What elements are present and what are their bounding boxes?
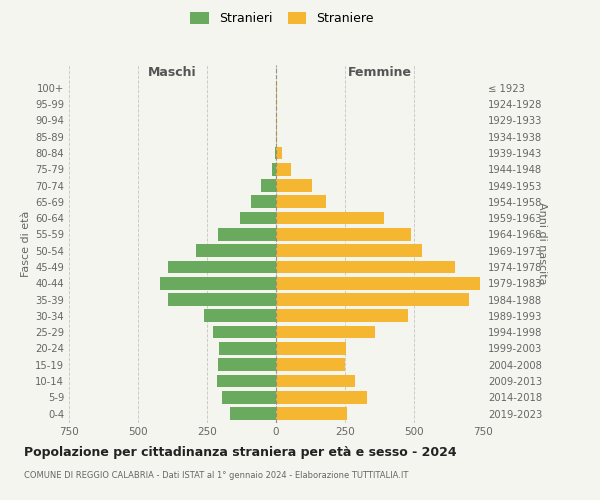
Bar — [276, 163, 291, 175]
Bar — [276, 130, 277, 143]
Y-axis label: Anni di nascita: Anni di nascita — [536, 202, 547, 285]
Bar — [196, 244, 276, 257]
Bar — [276, 212, 383, 224]
Bar — [251, 196, 276, 208]
Bar — [222, 391, 276, 404]
Bar — [276, 146, 281, 160]
Bar — [276, 260, 455, 274]
Bar — [276, 310, 409, 322]
Bar — [230, 407, 276, 420]
Bar — [276, 196, 326, 208]
Bar — [276, 179, 312, 192]
Bar — [276, 391, 367, 404]
Bar — [218, 228, 276, 240]
Bar — [276, 293, 469, 306]
Bar — [272, 163, 276, 175]
Legend: Stranieri, Straniere: Stranieri, Straniere — [185, 7, 379, 30]
Bar — [276, 374, 355, 388]
Bar — [261, 179, 276, 192]
Bar — [240, 212, 276, 224]
Text: Popolazione per cittadinanza straniera per età e sesso - 2024: Popolazione per cittadinanza straniera p… — [24, 446, 457, 459]
Bar — [212, 326, 276, 338]
Bar — [160, 277, 276, 289]
Bar — [169, 293, 276, 306]
Bar — [276, 342, 346, 354]
Bar — [276, 277, 480, 289]
Bar — [204, 310, 276, 322]
Bar — [275, 146, 276, 160]
Bar — [276, 358, 345, 371]
Bar — [276, 407, 347, 420]
Text: Maschi: Maschi — [148, 66, 197, 79]
Bar — [276, 326, 376, 338]
Y-axis label: Fasce di età: Fasce di età — [21, 210, 31, 277]
Bar — [218, 358, 276, 371]
Bar — [220, 342, 276, 354]
Bar — [169, 260, 276, 274]
Bar — [276, 114, 277, 126]
Bar — [276, 228, 411, 240]
Bar — [276, 244, 422, 257]
Bar — [217, 374, 276, 388]
Text: Femmine: Femmine — [347, 66, 412, 79]
Text: COMUNE DI REGGIO CALABRIA - Dati ISTAT al 1° gennaio 2024 - Elaborazione TUTTITA: COMUNE DI REGGIO CALABRIA - Dati ISTAT a… — [24, 471, 409, 480]
